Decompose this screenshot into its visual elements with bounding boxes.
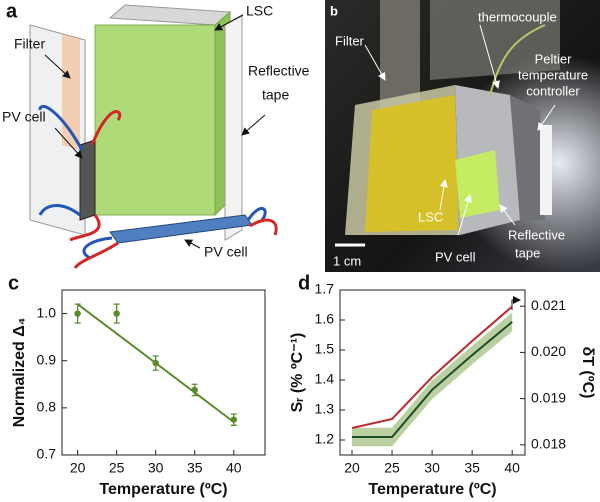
x-tick-label: 35 xyxy=(464,460,480,476)
marker xyxy=(113,310,120,317)
marker xyxy=(74,310,81,317)
arrow xyxy=(214,14,244,31)
wire xyxy=(90,110,122,146)
y-tick-label: 1.0 xyxy=(37,304,57,320)
error-band xyxy=(352,312,513,447)
line xyxy=(351,305,513,429)
y-tick-label: 1.2 xyxy=(315,431,335,447)
wire xyxy=(249,218,278,236)
line xyxy=(352,321,513,438)
x-tick-label: 30 xyxy=(424,460,440,476)
x-tick-label: 20 xyxy=(344,460,360,476)
wire xyxy=(38,104,84,151)
peltier-photo xyxy=(510,95,545,220)
y2-tick-label: 0.020 xyxy=(531,343,566,359)
y-tick-label: 1.4 xyxy=(315,371,335,387)
arrow xyxy=(457,194,472,236)
panel-a: a Filter LSC Reflective tape PV cell PV … xyxy=(2,0,310,269)
arrow xyxy=(44,54,71,79)
arrow xyxy=(499,204,516,226)
label: LSC xyxy=(246,3,273,19)
x-tick-label: 25 xyxy=(384,460,400,476)
label: 1 cm xyxy=(333,253,361,268)
label: Reflective xyxy=(248,63,310,79)
label: Peltier xyxy=(535,51,573,66)
y2-tick-label: 0.018 xyxy=(531,436,566,452)
y-tick-label: 0.9 xyxy=(37,351,57,367)
metal-plate xyxy=(430,0,560,80)
wire xyxy=(73,241,119,269)
y2-tick-label: 0.019 xyxy=(531,389,566,405)
label: PV cell xyxy=(2,109,46,125)
label: PV cell xyxy=(435,249,476,264)
y2-tick-label: 0.021 xyxy=(531,297,566,313)
arrow xyxy=(54,127,83,159)
wire xyxy=(38,204,81,217)
label: controller xyxy=(526,83,580,98)
arrow xyxy=(241,114,266,136)
panel-letter: b xyxy=(330,3,338,18)
reflective-tape xyxy=(224,14,243,241)
x-tick-label: 40 xyxy=(504,460,520,476)
x-tick-label: 30 xyxy=(148,460,164,476)
panel-letter: d xyxy=(298,272,310,294)
arrow xyxy=(537,104,556,131)
wire xyxy=(82,236,113,260)
y-tick-label: 1.3 xyxy=(315,401,335,417)
label: thermocouple xyxy=(478,9,557,24)
lsc-photo xyxy=(365,95,458,232)
arrow xyxy=(364,44,386,81)
label: PV cell xyxy=(204,244,248,260)
label: temperature xyxy=(518,67,588,82)
x-axis-title: Temperature (ºC) xyxy=(99,481,227,498)
label: Filter xyxy=(14,36,45,52)
peltier-face xyxy=(540,125,552,215)
panel-letter: a xyxy=(6,0,18,22)
plot-frame xyxy=(61,289,266,456)
y-tick-label: 0.7 xyxy=(37,446,57,462)
x-tick-label: 35 xyxy=(187,460,203,476)
y-tick-label: 1.7 xyxy=(315,281,335,297)
arrow xyxy=(479,24,500,89)
pv-cell-vertical xyxy=(79,139,96,221)
y-tick-label: 0.8 xyxy=(37,399,57,415)
y-tick-label: 1.6 xyxy=(315,311,335,327)
line xyxy=(77,303,235,423)
pv-cell-photo xyxy=(455,150,500,218)
wire xyxy=(246,207,267,221)
filter-tint xyxy=(62,34,80,150)
y-axis-title: Sᵣ (% ºC⁻¹) xyxy=(289,333,306,413)
x-axis-title: Temperature (ºC) xyxy=(368,481,496,498)
label: tape xyxy=(515,245,540,260)
label: Filter xyxy=(335,33,365,48)
arrow xyxy=(439,179,448,211)
x-tick-label: 40 xyxy=(226,460,242,476)
y-tick-label: 1.5 xyxy=(315,341,335,357)
label: Reflective xyxy=(508,227,565,242)
y-axis-title: Normalized Δ₄ xyxy=(11,318,28,428)
x-tick-label: 20 xyxy=(70,460,86,476)
y2-axis-title: δT (ºC) xyxy=(579,347,596,399)
lsc-front xyxy=(94,24,216,216)
x-tick-label: 25 xyxy=(109,460,125,476)
wire xyxy=(69,214,101,242)
label: LSC xyxy=(418,209,443,224)
panel-b: b Filter thermocouple Peltier temperatur… xyxy=(325,0,600,272)
arrow xyxy=(184,239,201,249)
axis-indicator xyxy=(511,296,521,310)
panel-letter: c xyxy=(8,272,19,294)
lsc-top xyxy=(108,4,232,26)
label: tape xyxy=(262,87,289,103)
